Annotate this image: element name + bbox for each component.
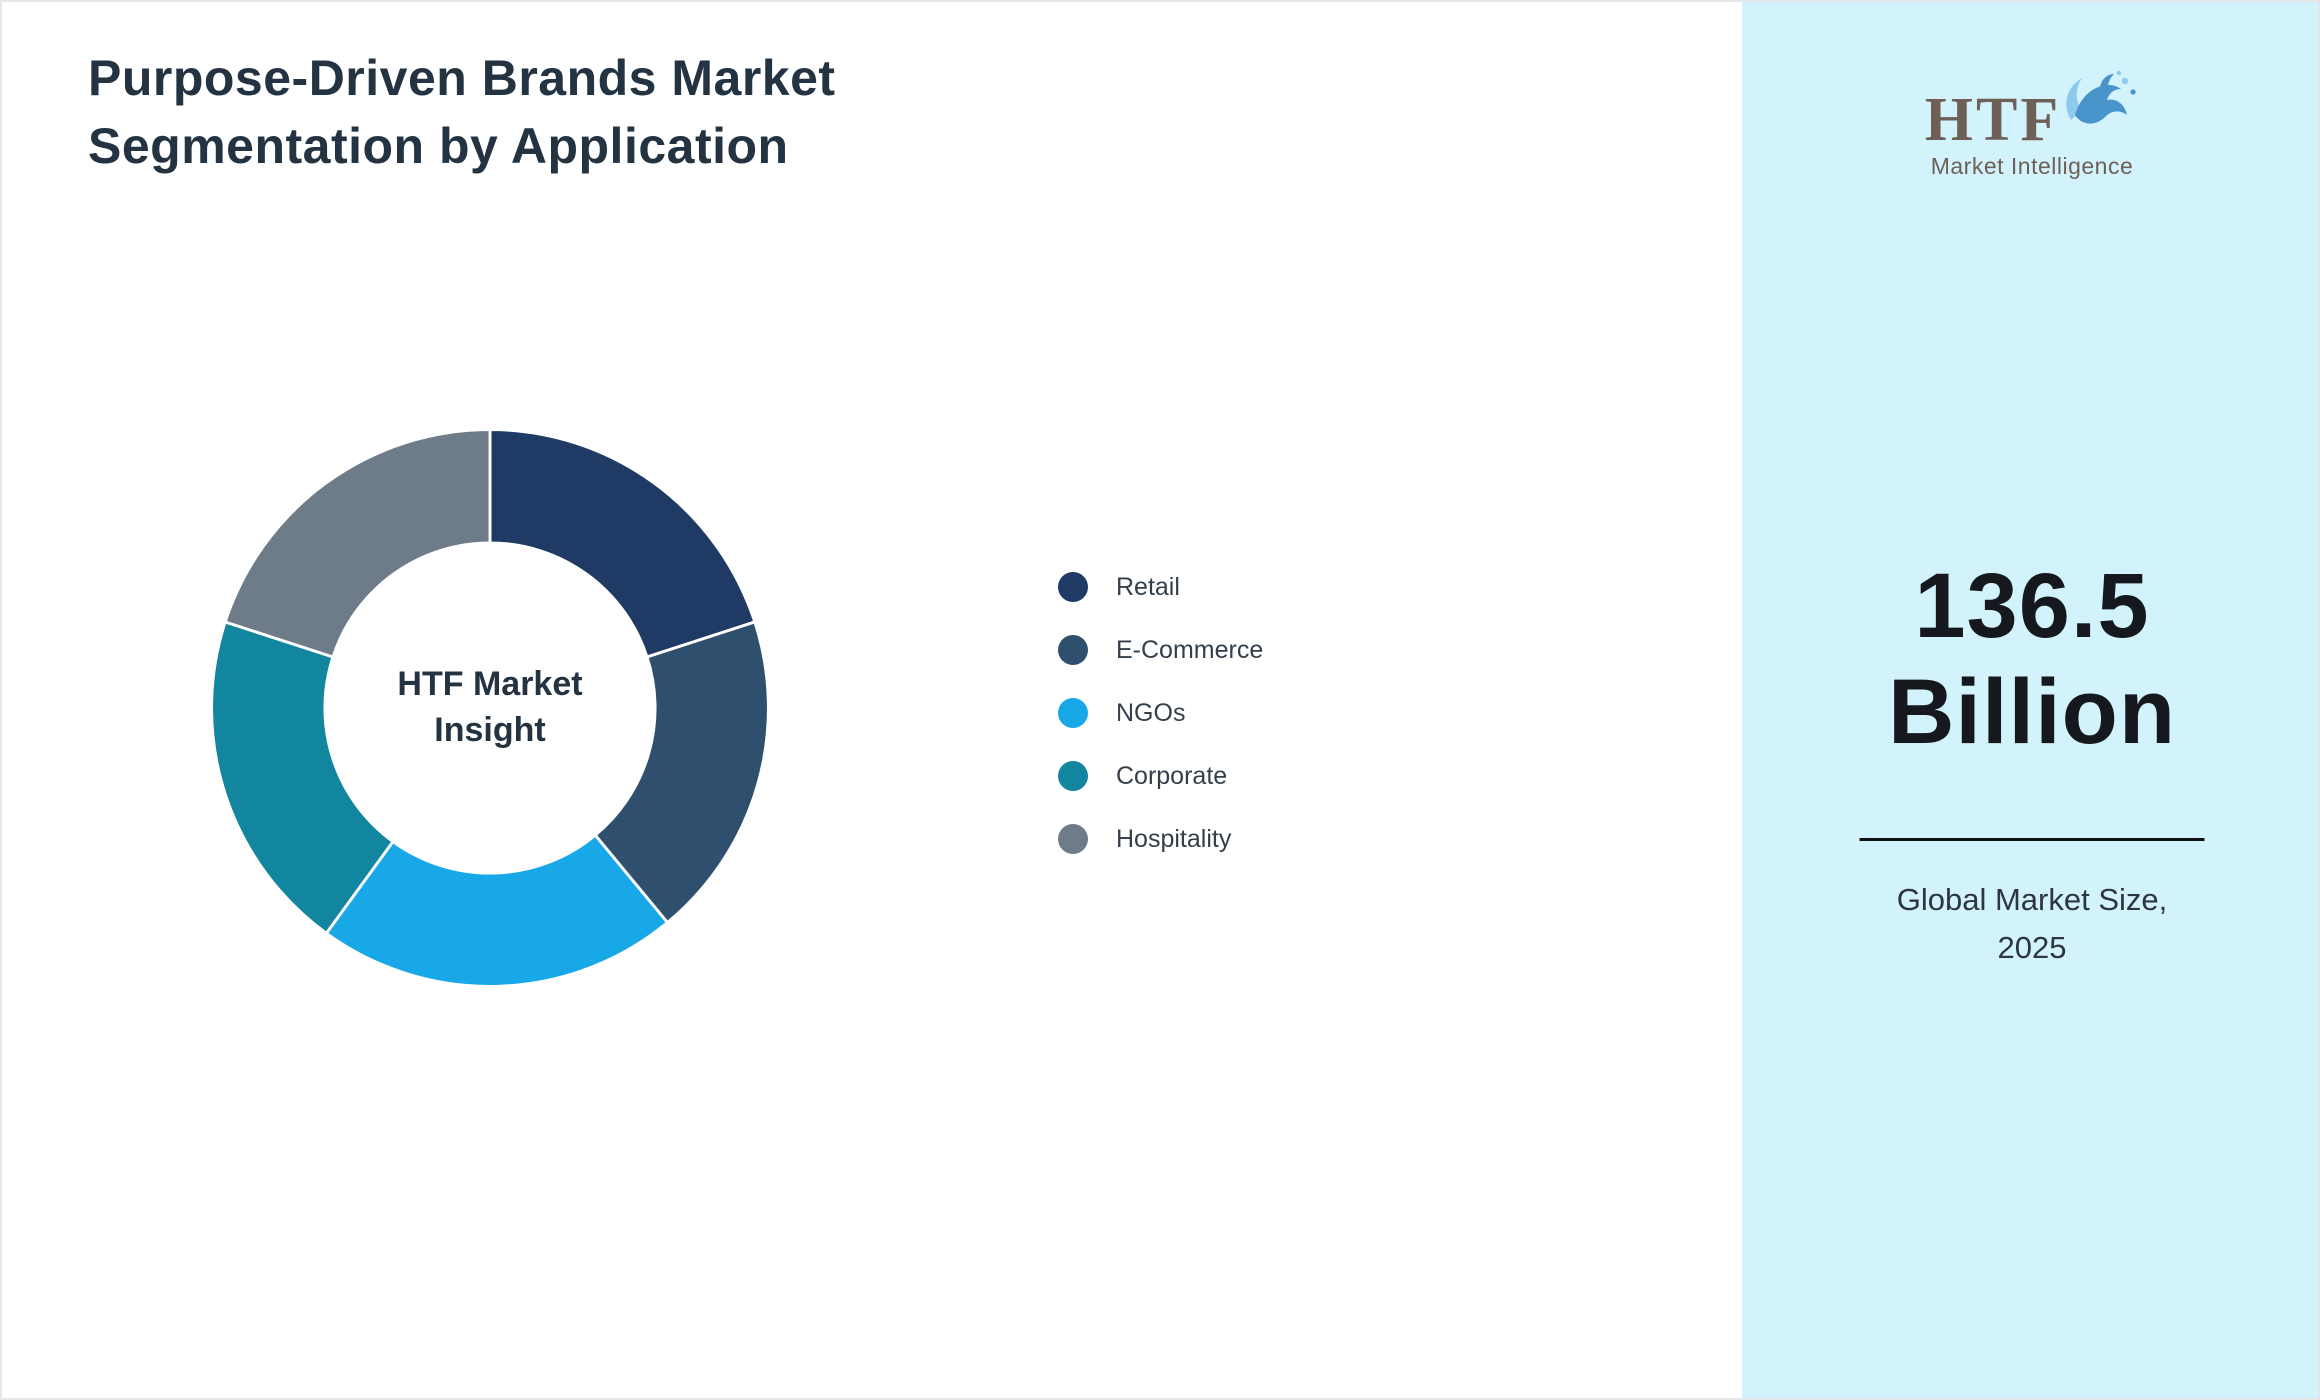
brand-logo-row: HTF: [1742, 68, 2318, 154]
dolphin-splash-icon: [2055, 68, 2139, 149]
legend-label: Hospitality: [1116, 824, 1232, 853]
brand-logo-subtext: Market Intelligence: [1930, 153, 2134, 179]
donut-segment-retail: [488, 428, 757, 659]
legend-label: Corporate: [1116, 761, 1228, 790]
brand-logo-text: HTF: [1924, 86, 2062, 154]
legend-dot: [1058, 572, 1088, 602]
legend-item-ngos: NGOs: [1058, 698, 1263, 728]
chart-legend: Retail E-Commerce NGOs Corporate Hospitality: [1058, 572, 1263, 854]
donut-chart: HTF Market Insight: [202, 420, 778, 996]
donut-segment-ngos: [324, 833, 670, 988]
main-content: Purpose-Driven Brands Market Segmentatio…: [2, 2, 1742, 1398]
market-size-value-line2: Billion: [1887, 660, 2177, 763]
legend-dot: [1058, 824, 1088, 854]
page-title-line1: Purpose-Driven Brands Market: [88, 50, 836, 106]
donut-center-label: HTF Market Insight: [397, 665, 583, 749]
legend-dot: [1058, 761, 1088, 791]
legend-item-corporate: Corporate: [1058, 761, 1263, 791]
legend-item-retail: Retail: [1058, 572, 1263, 602]
donut-segment-corporate: [210, 620, 395, 936]
market-size-value: 136.5 Billion: [1742, 554, 2318, 766]
sidebar: HTF Market Intelligence 136.5 Billion: [1742, 2, 2318, 1398]
legend-dot: [1058, 635, 1088, 665]
legend-label: Retail: [1116, 572, 1180, 601]
brand-logo: HTF Market Intelligence: [1742, 68, 2318, 180]
legend-item-e-commerce: E-Commerce: [1058, 635, 1263, 665]
market-size-value-line1: 136.5: [1914, 555, 2150, 657]
page-title-line2: Segmentation by Application: [88, 118, 789, 174]
divider-line: [1859, 838, 2205, 841]
page-title: Purpose-Driven Brands Market Segmentatio…: [88, 44, 836, 180]
legend-item-hospitality: Hospitality: [1058, 824, 1263, 854]
donut-segment-hospitality: [223, 428, 492, 659]
donut-segment-e-commerce: [593, 620, 770, 925]
market-size-label: Global Market Size, 2025: [1896, 882, 2168, 966]
legend-label: E-Commerce: [1116, 635, 1264, 664]
legend-dot: [1058, 698, 1088, 728]
donut-chart-svg: [210, 428, 770, 988]
legend-label: NGOs: [1116, 698, 1186, 727]
